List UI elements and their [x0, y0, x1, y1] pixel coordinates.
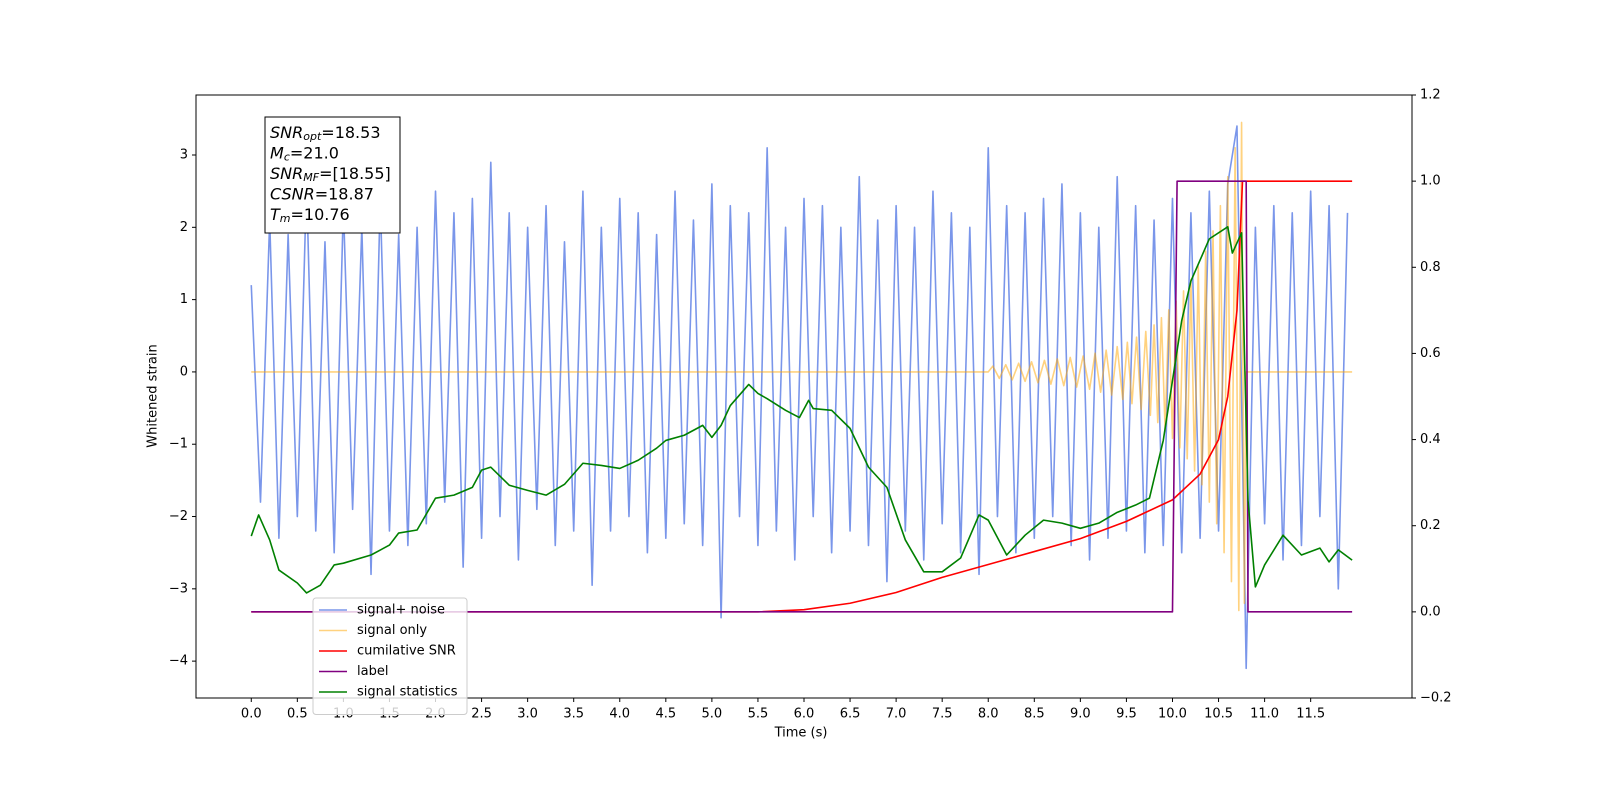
- annotation-value: =[18.55]: [319, 164, 391, 183]
- y-tick-label: −2: [169, 509, 188, 524]
- y2-tick-label: 0.6: [1420, 346, 1441, 361]
- y-tick-label: 1: [180, 292, 188, 307]
- x-tick-label: 2.5: [471, 707, 492, 722]
- series-line: [250, 226, 1353, 594]
- y2-tick-label: 1.0: [1420, 174, 1441, 189]
- annotation-subscript: opt: [303, 130, 322, 143]
- annotation: SNRopt=18.53Mc=21.0SNRMF=[18.55]CSNR=18.…: [264, 116, 401, 234]
- annotation-symbol: CSNR: [270, 184, 315, 203]
- x-tick-label: 0.0: [241, 707, 262, 722]
- series-line: [251, 121, 1353, 612]
- annotation-subscript: MF: [303, 171, 319, 184]
- y2-tick-label: 0.0: [1420, 604, 1441, 619]
- x-tick-label: 4.5: [655, 707, 676, 722]
- y2-tick-label: 1.2: [1420, 88, 1441, 103]
- legend-label: signal statistics: [357, 685, 458, 700]
- annotation-symbol: SNR: [270, 123, 303, 142]
- annotation-value: =18.87: [315, 184, 374, 203]
- series-line: [251, 180, 1353, 613]
- x-tick-label: 11.0: [1250, 707, 1279, 722]
- annotation-line: SNRMF=[18.55]: [270, 164, 391, 185]
- annotation-symbol: M: [270, 143, 284, 162]
- y2-tick-label: 0.8: [1420, 260, 1441, 275]
- x-tick-label: 0.5: [287, 707, 308, 722]
- x-tick-label: 11.5: [1296, 707, 1325, 722]
- x-tick-label: 4.0: [609, 707, 630, 722]
- legend-label: label: [357, 664, 388, 679]
- x-tick-label: 8.5: [1024, 707, 1045, 722]
- plot-frame: [195, 94, 1413, 699]
- annotation-value: =18.53: [321, 123, 380, 142]
- annotation-symbol: T: [270, 205, 281, 224]
- x-tick-label: 10.5: [1204, 707, 1233, 722]
- annotation-line: SNRopt=18.53: [270, 123, 381, 144]
- x-tick-label: 9.5: [1116, 707, 1137, 722]
- annotation-line: Mc=21.0: [270, 143, 339, 164]
- x-tick-label: 3.5: [563, 707, 584, 722]
- annotation-line: CSNR=18.87: [270, 184, 374, 203]
- annotation-symbol: SNR: [270, 164, 303, 183]
- x-axis-label: Time (s): [774, 726, 828, 741]
- x-tick-label: 3.0: [517, 707, 538, 722]
- y-tick-label: −1: [169, 437, 188, 452]
- legend: signal+ noise signal only cumilative SNR la…: [312, 597, 468, 715]
- legend-label: signal+ noise: [357, 603, 445, 618]
- y-tick-label: 0: [180, 364, 188, 379]
- legend-label: cumilative SNR: [357, 644, 456, 659]
- series-line: [251, 180, 1353, 613]
- x-tick-label: 6.0: [794, 707, 815, 722]
- x-tick-label: 9.0: [1070, 707, 1091, 722]
- x-tick-label: 6.5: [840, 707, 861, 722]
- y-tick-label: 2: [180, 220, 188, 235]
- annotation-subscript: c: [284, 151, 290, 164]
- y-axis-label: Whitened strain: [146, 344, 161, 447]
- x-tick-label: 5.5: [748, 707, 769, 722]
- annotation-subscript: m: [280, 212, 291, 225]
- x-tick-label: 10.0: [1158, 707, 1187, 722]
- y2-tick-label: −0.2: [1420, 691, 1452, 706]
- x-tick-label: 5.0: [702, 707, 723, 722]
- x-tick-label: 7.5: [932, 707, 953, 722]
- y2-tick-label: 0.2: [1420, 518, 1441, 533]
- annotation-box: [264, 116, 401, 234]
- y-tick-label: −3: [169, 581, 188, 596]
- x-tick-label: 8.0: [978, 707, 999, 722]
- series-line: [250, 125, 1349, 670]
- legend-box: [312, 597, 468, 715]
- annotation-value: =10.76: [291, 205, 350, 224]
- x-tick-label: 7.0: [886, 707, 907, 722]
- y-tick-label: −4: [169, 654, 188, 669]
- y2-tick-label: 0.4: [1420, 432, 1441, 447]
- y-tick-label: 3: [180, 148, 188, 163]
- annotation-line: Tm=10.76: [270, 205, 350, 226]
- legend-label: signal only: [357, 623, 427, 638]
- annotation-value: =21.0: [290, 143, 339, 162]
